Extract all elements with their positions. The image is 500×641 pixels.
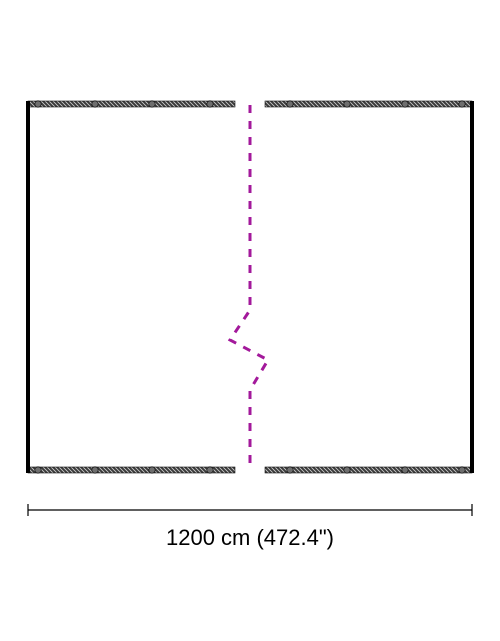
diagram-canvas: 1200 cm (472.4") (0, 0, 500, 641)
break-line (230, 105, 268, 470)
left-segment (28, 101, 235, 473)
dimension-line (28, 504, 472, 516)
right-segment (265, 101, 472, 473)
dimension-label: 1200 cm (472.4") (0, 525, 500, 551)
